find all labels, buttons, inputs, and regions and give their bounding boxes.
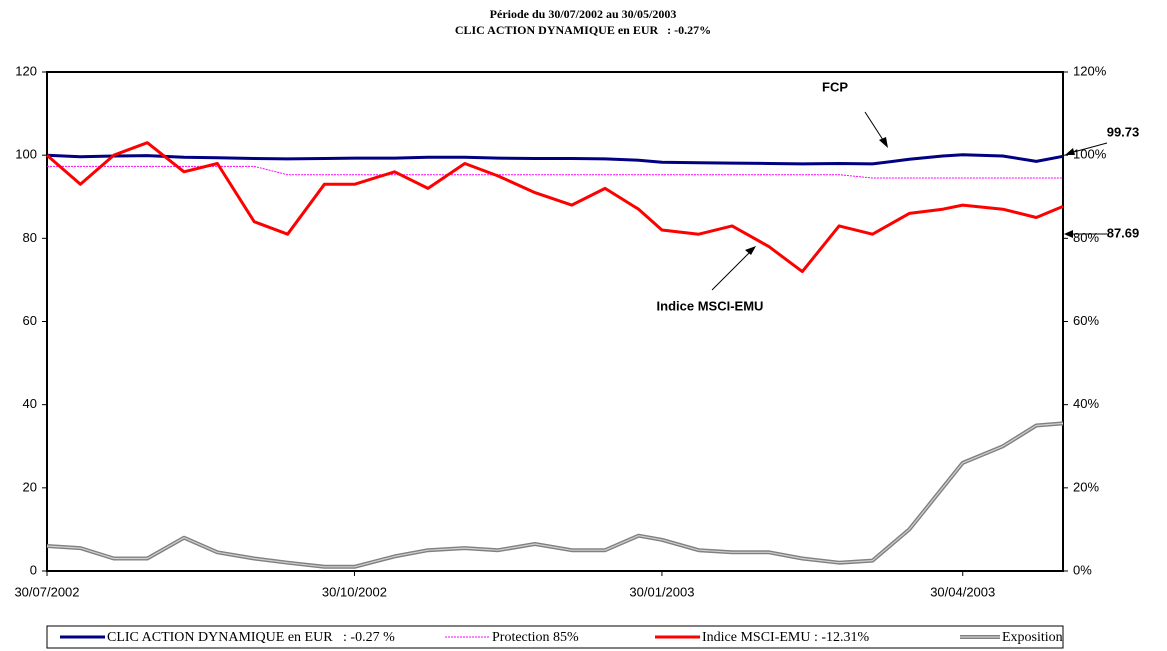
annotation: 99.73 <box>1107 124 1140 139</box>
y-tick-label: 120 <box>15 63 37 78</box>
y-tick-label: 100 <box>15 147 37 162</box>
y2-tick-label: 80% <box>1073 230 1099 245</box>
legend-label: Exposition <box>1002 630 1063 645</box>
series-line <box>47 165 1063 179</box>
annotation-arrow <box>711 249 753 291</box>
series-line <box>46 141 1064 274</box>
y-tick-label: 0 <box>30 562 37 577</box>
annotation: Indice MSCI-EMU <box>657 298 764 313</box>
y2-tick-label: 100% <box>1073 147 1107 162</box>
arrow-head <box>879 137 888 148</box>
x-tick-label: 30/04/2003 <box>930 584 995 599</box>
x-tick-label: 30/01/2003 <box>629 584 694 599</box>
legend <box>46 625 1064 649</box>
chart-title: Période du 30/07/2002 au 30/05/2003 <box>490 7 677 21</box>
y2-tick-label: 0% <box>1073 562 1092 577</box>
y-tick-label: 80 <box>23 230 37 245</box>
annotation-arrow <box>1069 142 1108 154</box>
plot-frame <box>46 71 1064 572</box>
annotation: 87.69 <box>1107 225 1140 240</box>
legend-label: Protection 85% <box>492 630 579 645</box>
y-tick-label: 40 <box>23 396 37 411</box>
arrow-head <box>745 246 756 255</box>
legend-label: CLIC ACTION DYNAMIQUE en EUR : -0.27 % <box>107 630 395 645</box>
annotation: FCP <box>822 79 848 94</box>
legend-label: Indice MSCI-EMU : -12.31% <box>702 630 870 645</box>
y2-tick-label: 60% <box>1073 313 1099 328</box>
y2-tick-label: 120% <box>1073 63 1107 78</box>
chart-subtitle: CLIC ACTION DYNAMIQUE en EUR : -0.27% <box>455 23 711 37</box>
series-line <box>46 153 1064 166</box>
y-tick-label: 60 <box>23 313 37 328</box>
x-tick-label: 30/07/2002 <box>14 584 79 599</box>
y2-tick-label: 40% <box>1073 396 1099 411</box>
arrow-head <box>1065 148 1075 155</box>
series-line-inner <box>46 422 1064 568</box>
annotation-arrow <box>864 111 886 144</box>
arrow-head <box>1064 230 1073 238</box>
x-tick-label: 30/10/2002 <box>322 584 387 599</box>
series-line <box>46 421 1064 569</box>
y-tick-label: 20 <box>23 479 37 494</box>
y2-tick-label: 20% <box>1073 479 1099 494</box>
